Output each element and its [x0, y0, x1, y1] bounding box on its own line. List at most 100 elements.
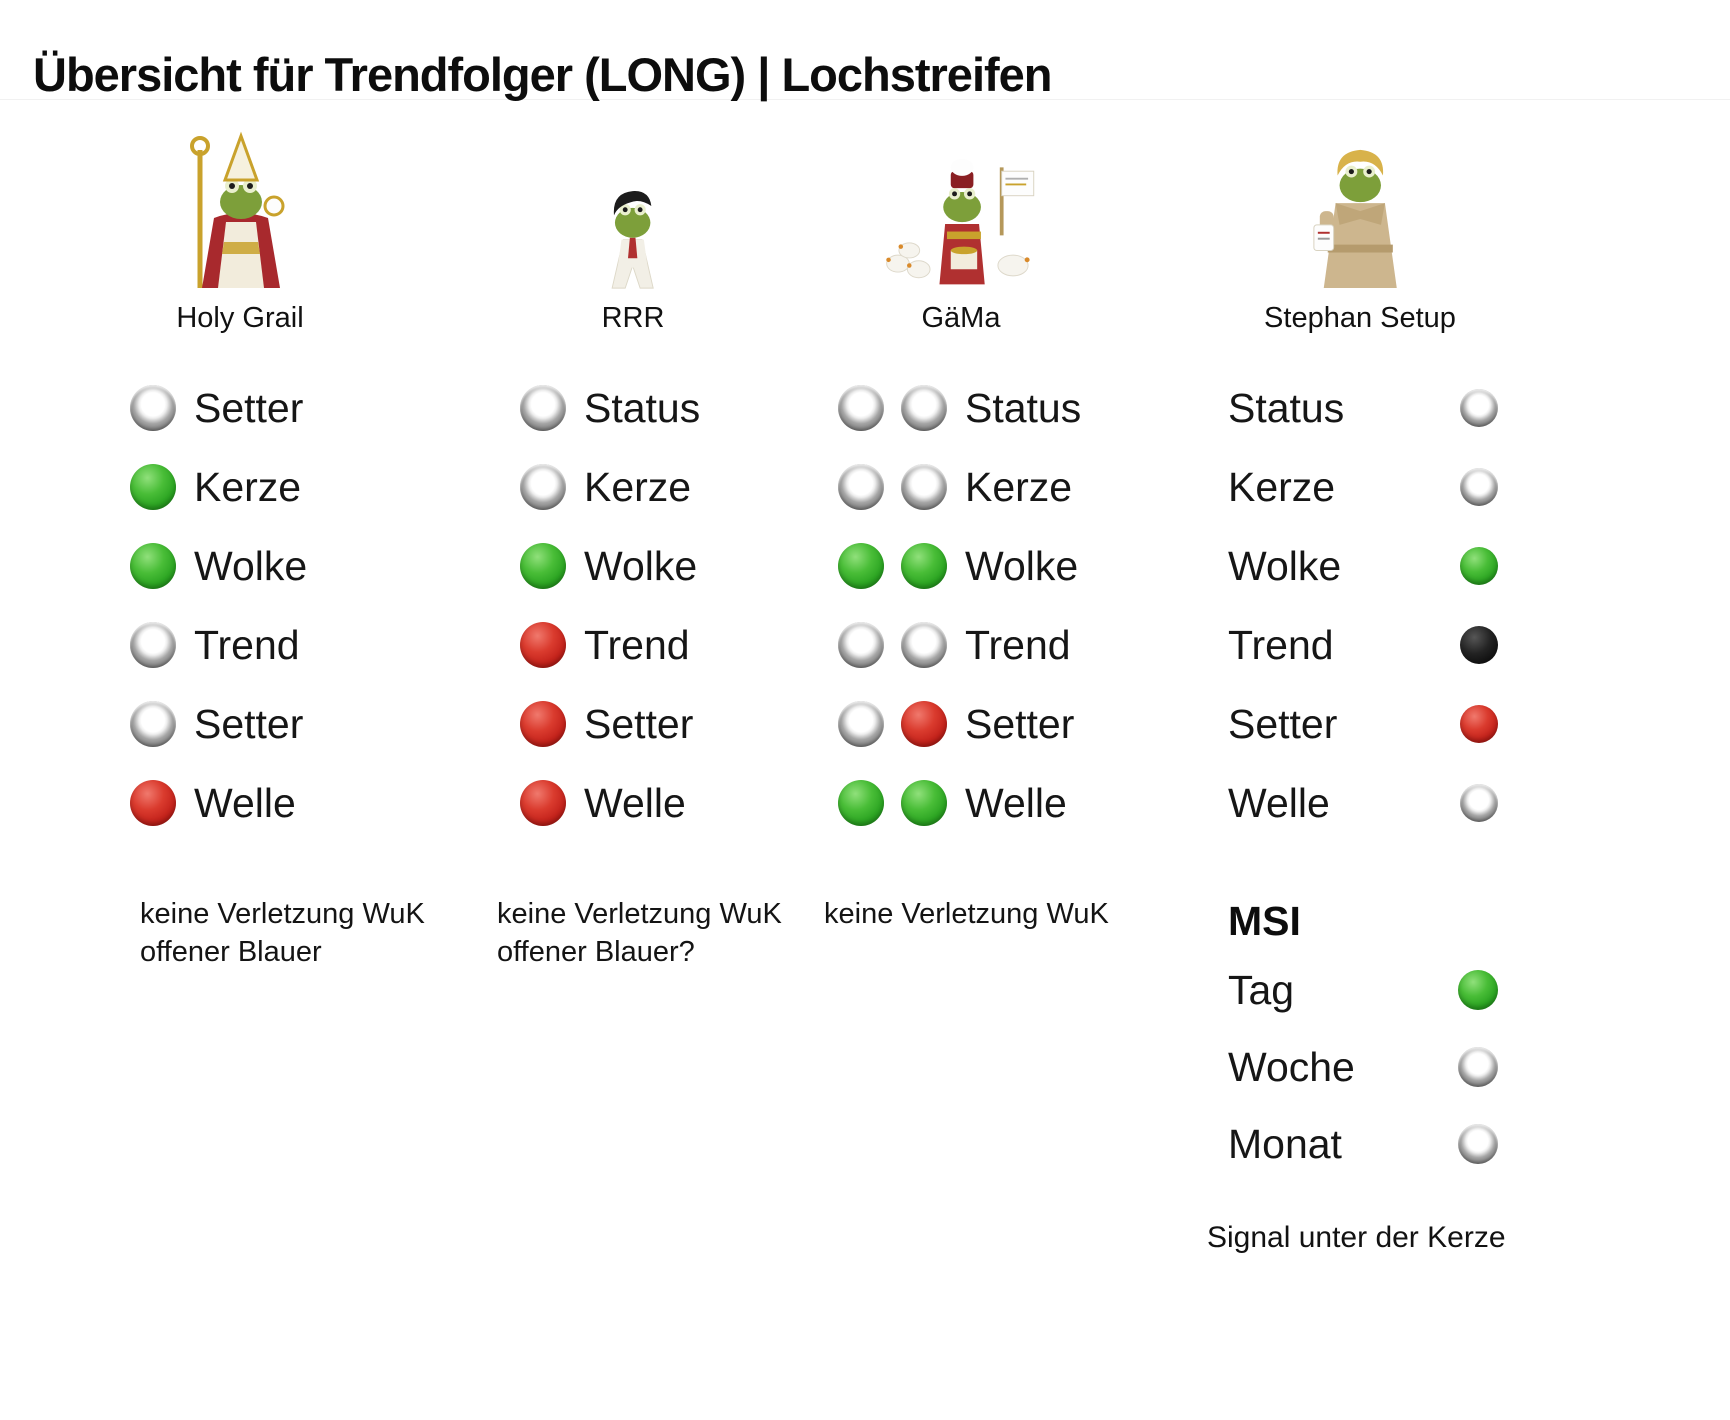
signal-footer-note: Signal unter der Kerze: [1207, 1221, 1506, 1254]
trend-status-light: [1460, 626, 1498, 664]
indicator-row-wolke: Wolke: [130, 543, 354, 589]
trend-status-light: [520, 622, 566, 668]
indicator-row-status: Status: [1228, 385, 1498, 431]
trend-light-2: [901, 622, 947, 668]
indicator-label: Monat: [1228, 1120, 1342, 1167]
msi-row-monat: Monat: [1228, 1121, 1498, 1167]
setter-status-light: [1460, 705, 1498, 743]
indicator-row-trend: Trend: [130, 622, 354, 668]
indicator-row-welle: Welle: [1228, 780, 1498, 826]
indicator-row-welle: Welle: [130, 780, 354, 826]
indicator-row-setter: Setter: [1228, 701, 1498, 747]
column-title: Holy Grail: [176, 302, 304, 334]
trenchcoat-frog-illustration: [1313, 149, 1397, 289]
setter-light-1: [838, 701, 884, 747]
column-note: keine Verletzung WuK offener Blauer: [140, 896, 425, 971]
note-line-1: keine Verletzung WuK: [140, 898, 425, 930]
trend-light-1: [838, 622, 884, 668]
msi-indicator-list: Tag Woche Monat: [1228, 967, 1498, 1167]
marching-band-frog-illustration: [886, 158, 1035, 285]
welle-status-light: [520, 780, 566, 826]
setter-light-2: [901, 701, 947, 747]
indicator-label: Trend: [965, 621, 1071, 668]
indicator-label: Tag: [1228, 966, 1295, 1013]
indicator-row-kerze: Kerze: [520, 464, 774, 510]
note-line-1: keine Verletzung WuK: [497, 898, 782, 930]
indicator-row-wolke: Wolke: [838, 543, 1104, 589]
indicator-list: Status Kerze Wolke Trend Setter Welle: [1228, 385, 1498, 826]
indicator-label: Status: [1228, 384, 1345, 431]
note-line-2: offener Blauer?: [497, 935, 695, 968]
woche-status-light: [1458, 1047, 1498, 1087]
trend-status-light: [130, 622, 176, 668]
wolke-light-2: [901, 543, 947, 589]
setter-light-pair: [838, 701, 947, 747]
indicator-label: Setter: [1228, 700, 1338, 747]
indicator-row-welle: Welle: [520, 780, 774, 826]
marching-band-frog-mascot-icon: [818, 118, 1104, 290]
indicator-label: Trend: [194, 621, 300, 668]
setter-status-light: [130, 385, 176, 431]
indicator-row-setter: Setter: [130, 385, 354, 431]
page-title: Übersicht für Trendfolger (LONG) | Lochs…: [33, 48, 1053, 102]
welle-light-1: [838, 780, 884, 826]
indicator-list: Status Kerze Wolke Trend Setter Welle: [520, 385, 774, 826]
status-light-2: [901, 385, 947, 431]
header-band: [0, 0, 1730, 100]
kerze-light-1: [838, 464, 884, 510]
column-title: GäMa: [921, 302, 1001, 334]
indicator-label: Kerze: [584, 463, 692, 510]
kerze-light-2: [901, 464, 947, 510]
indicator-label: Welle: [1228, 779, 1330, 826]
wolke-status-light: [130, 543, 176, 589]
indicator-row-trend: Trend: [520, 622, 774, 668]
column-rrr: RRR Status Kerze Wolke Trend Setter Well…: [492, 118, 782, 971]
indicator-row-trend: Trend: [1228, 622, 1498, 668]
status-light-1: [838, 385, 884, 431]
welle-light-2: [901, 780, 947, 826]
indicator-label: Welle: [965, 779, 1067, 826]
indicator-label: Welle: [194, 779, 296, 826]
welle-status-light: [1460, 784, 1498, 822]
wolke-status-light: [520, 543, 566, 589]
msi-row-woche: Woche: [1228, 1044, 1498, 1090]
indicator-label: Trend: [1228, 621, 1334, 668]
monat-status-light: [1458, 1124, 1498, 1164]
column-note: keine Verletzung WuK offener Blauer?: [497, 896, 782, 971]
kerze-light-pair: [838, 464, 947, 510]
column-gama: GäMa Status Kerze Wolke: [818, 118, 1109, 934]
indicator-row-status: Status: [838, 385, 1104, 431]
indicator-label: Setter: [584, 700, 694, 747]
msi-section-title: MSI: [1228, 898, 1301, 944]
indicator-label: Wolke: [194, 542, 308, 589]
wolke-light-pair: [838, 543, 947, 589]
column-note: keine Verletzung WuK: [824, 896, 1109, 934]
indicator-label: Status: [584, 384, 701, 431]
indicator-label: Setter: [194, 384, 304, 431]
elvis-frog-mascot-icon: [492, 118, 774, 290]
indicator-label: Woche: [1228, 1043, 1355, 1090]
wolke-status-light: [1460, 547, 1498, 585]
column-stephan-setup: Stephan Setup Status Kerze Wolke Trend S…: [1205, 118, 1515, 1255]
indicator-row-kerze: Kerze: [130, 464, 354, 510]
indicator-label: Welle: [584, 779, 686, 826]
indicator-label: Setter: [965, 700, 1075, 747]
bishop-frog-illustration: [190, 131, 285, 288]
indicator-list: Setter Kerze Wolke Trend Setter Welle: [130, 385, 354, 826]
indicator-row-setter-2: Setter: [130, 701, 354, 747]
trend-light-pair: [838, 622, 947, 668]
indicator-label: Kerze: [194, 463, 302, 510]
indicator-label: Wolke: [584, 542, 698, 589]
indicator-label: Trend: [584, 621, 690, 668]
kerze-status-light: [130, 464, 176, 510]
column-title: RRR: [601, 302, 665, 334]
bishop-frog-mascot-icon: [126, 118, 354, 290]
welle-light-pair: [838, 780, 947, 826]
msi-row-tag: Tag: [1228, 967, 1498, 1013]
column-title: Stephan Setup: [1264, 302, 1456, 334]
indicator-label: Kerze: [965, 463, 1073, 510]
indicator-row-wolke: Wolke: [1228, 543, 1498, 589]
indicator-list: Status Kerze Wolke Trend: [838, 385, 1104, 826]
indicator-row-setter: Setter: [520, 701, 774, 747]
welle-status-light: [130, 780, 176, 826]
